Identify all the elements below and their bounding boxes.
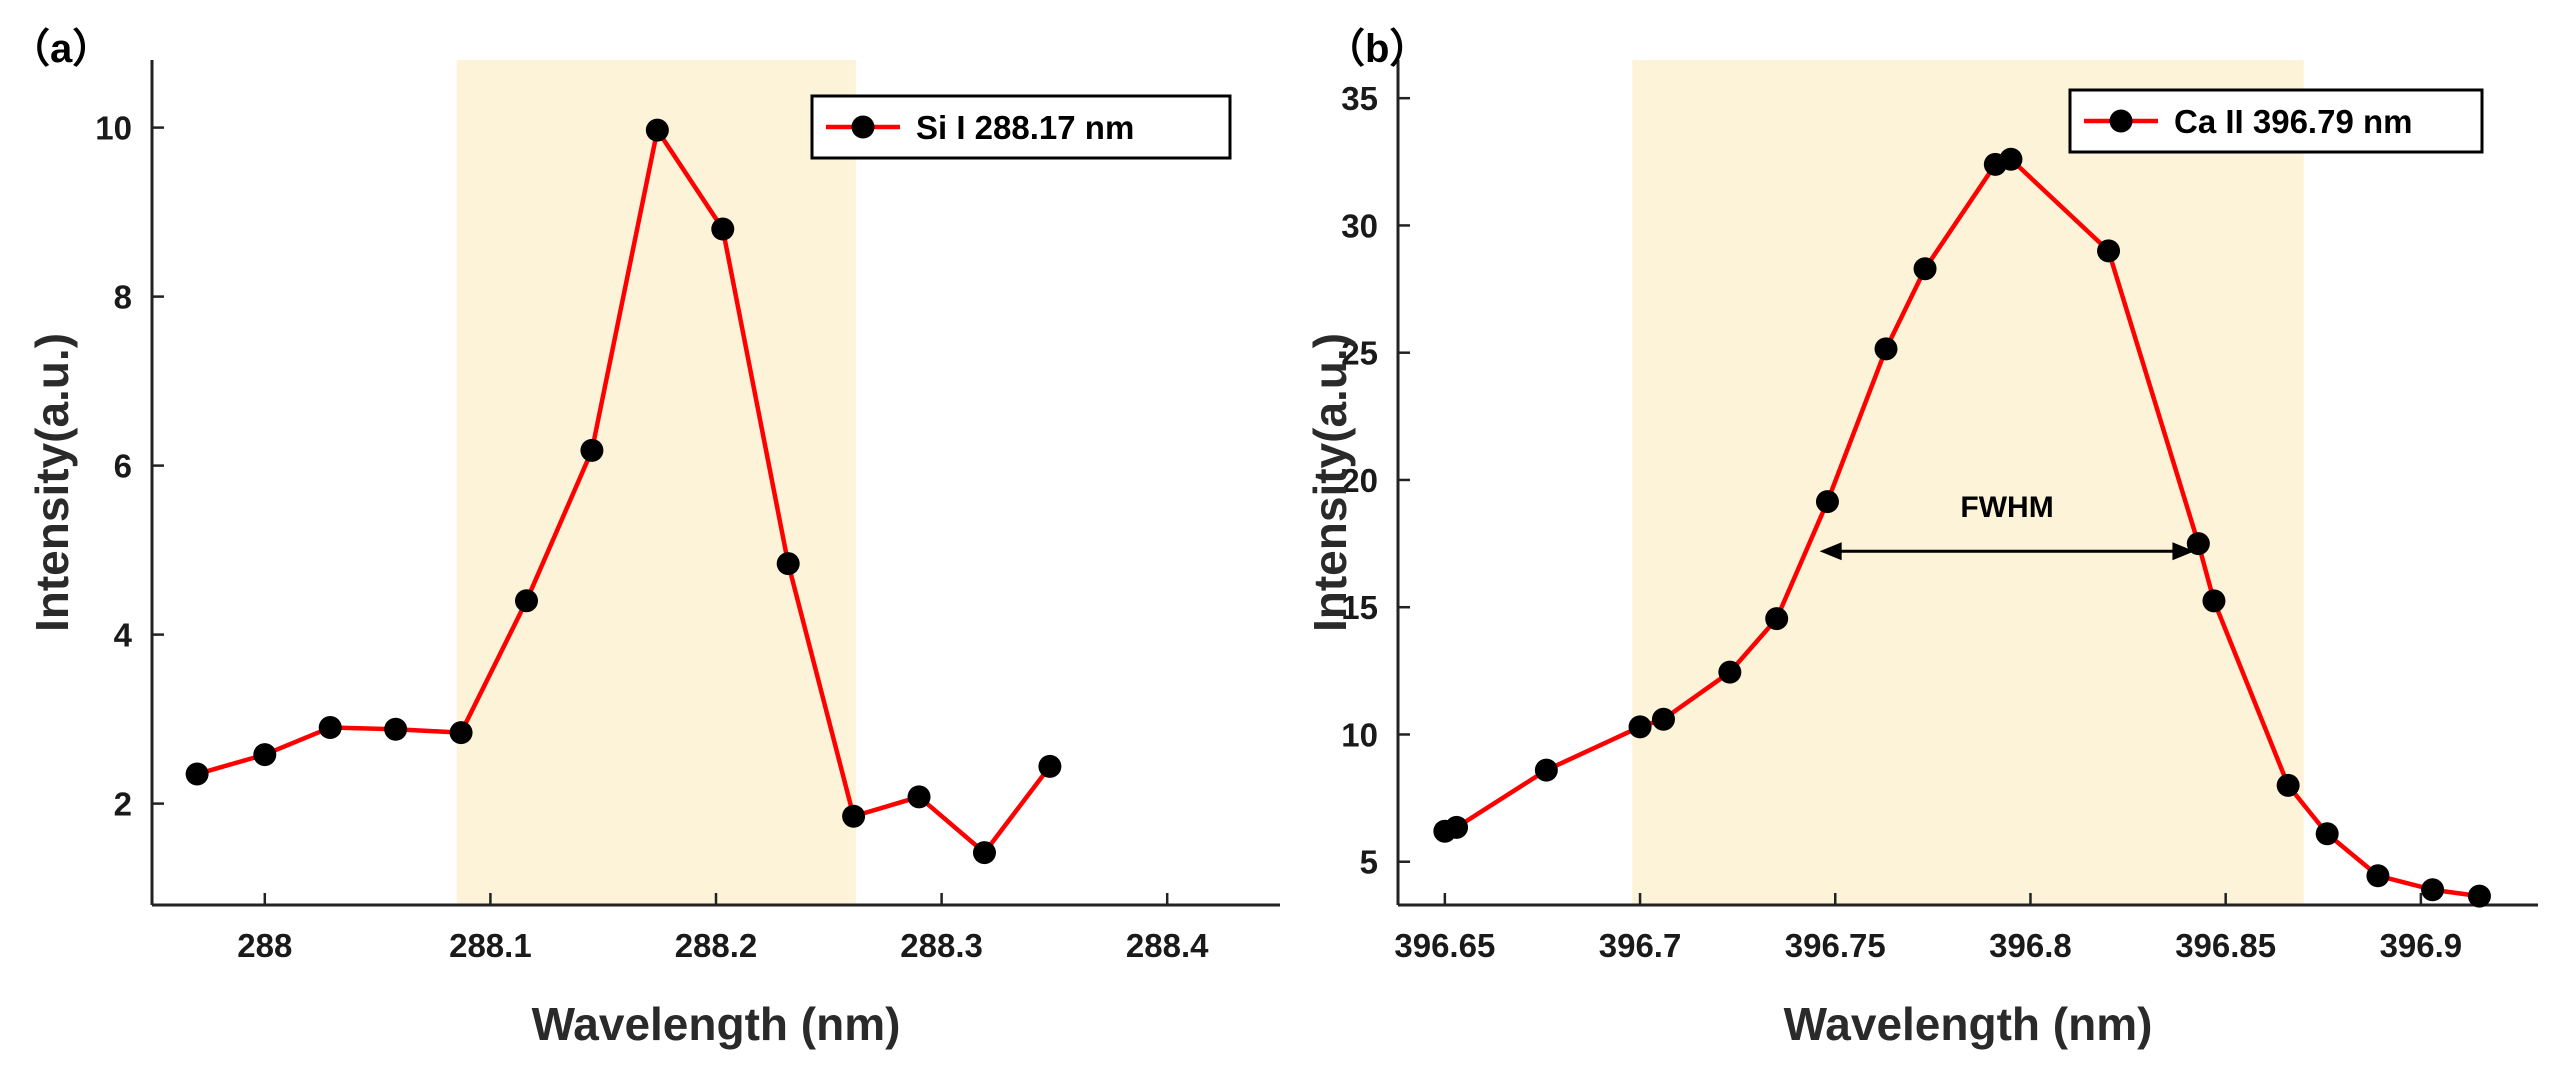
data-point (1038, 754, 1062, 778)
data-point (1913, 257, 1937, 281)
data-point (711, 217, 735, 241)
x-tick-label: 396.7 (1599, 927, 1682, 964)
data-point (2097, 239, 2121, 263)
y-tick-label: 10 (95, 110, 132, 147)
y-tick-label: 25 (1341, 335, 1378, 372)
x-tick-label: 396.75 (1785, 927, 1886, 964)
fwhm-arrowhead-left (1819, 542, 1842, 561)
y-tick-label: 35 (1341, 80, 1378, 117)
data-point (1628, 715, 1652, 739)
y-tick-label: 5 (1360, 844, 1378, 881)
x-tick-label: 396.85 (2175, 927, 2276, 964)
data-point (2315, 822, 2339, 846)
y-tick-label: 4 (114, 617, 133, 654)
data-point (318, 716, 342, 740)
x-tick-label: 396.8 (1989, 927, 2072, 964)
x-tick-label: 288.2 (675, 927, 758, 964)
data-point (1445, 815, 1469, 839)
x-tick-label: 288 (237, 927, 292, 964)
fwhm-label: FWHM (1960, 491, 2053, 524)
data-point (1651, 707, 1675, 731)
data-point (2421, 878, 2445, 902)
x-tick-label: 288.1 (449, 927, 532, 964)
data-point (2366, 864, 2390, 888)
data-point (842, 804, 866, 828)
data-point (1999, 147, 2023, 171)
y-axis-label: Intensity(a.u.) (1304, 333, 1356, 632)
x-axis-label: Wavelength (nm) (1784, 998, 2153, 1050)
y-tick-label: 30 (1341, 207, 1378, 244)
panel-b: 396.65 396.7 396.75 396.8 396.85 396.9 5 10 15 20… (1304, 27, 2538, 1050)
data-point (645, 118, 669, 142)
legend: Si I 288.17 nm (810, 94, 1232, 160)
highlight-band (1632, 60, 2304, 905)
fwhm-arrowhead-right (2172, 542, 2195, 561)
legend: Ca II 396.79 nm (2068, 88, 2484, 154)
panel-label: （b） (1325, 27, 1429, 71)
data-point (1765, 607, 1789, 631)
data-point (1718, 660, 1742, 684)
legend-label: Si I 288.17 nm (916, 109, 1134, 146)
data-point (2202, 589, 2226, 613)
data-point (776, 552, 800, 576)
panel-label: （a） (10, 27, 112, 71)
x-tick-label: 396.65 (1394, 927, 1495, 964)
data-point (907, 785, 931, 809)
data-point (2467, 884, 2491, 908)
y-tick-label: 8 (114, 279, 132, 316)
x-tick-label: 288.4 (1126, 927, 1209, 964)
data-point (580, 438, 604, 462)
data-point (449, 721, 473, 745)
data-point (972, 841, 996, 865)
data-point (1874, 337, 1898, 361)
y-tick-label: 20 (1341, 462, 1378, 499)
x-tick-label: 396.9 (2380, 927, 2463, 964)
x-axis-label: Wavelength (nm) (532, 998, 901, 1050)
panel-a: 288 288.1 288.2 288.3 288.4 2 4 6 8 10 Wavelength … (10, 27, 1280, 1050)
legend-marker (2109, 109, 2133, 133)
y-tick-label: 10 (1341, 716, 1378, 753)
data-point (1534, 758, 1558, 782)
y-tick-label: 2 (114, 786, 132, 823)
x-tick-label: 288.3 (900, 927, 983, 964)
data-point (185, 762, 209, 786)
data-point (2186, 532, 2210, 556)
highlight-band (456, 60, 856, 905)
data-point (514, 589, 538, 613)
legend-marker (851, 115, 875, 139)
y-tick-label: 6 (114, 448, 132, 485)
legend-label: Ca II 396.79 nm (2174, 103, 2412, 140)
data-point (253, 743, 277, 767)
data-point (384, 717, 408, 741)
data-point (1815, 490, 1839, 514)
y-axis-label: Intensity(a.u.) (26, 333, 78, 632)
data-point (2276, 773, 2300, 797)
y-tick-label: 15 (1341, 589, 1378, 626)
